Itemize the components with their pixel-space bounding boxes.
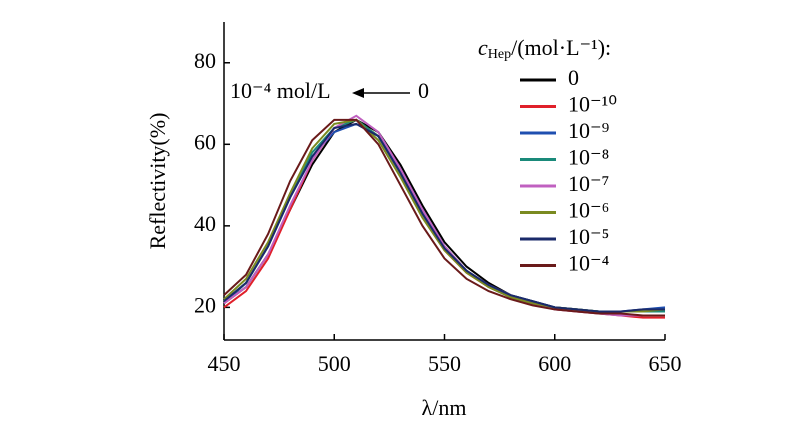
- legend-label: 10⁻⁴: [568, 251, 610, 276]
- legend-label: 10⁻⁸: [568, 145, 609, 170]
- legend-title-subscript: Hep: [488, 47, 511, 62]
- x-tick-label: 450: [208, 351, 241, 376]
- legend-label: 10⁻⁹: [568, 118, 610, 143]
- legend-label: 0: [568, 65, 579, 90]
- legend-label: 10⁻¹⁰: [568, 92, 617, 117]
- y-tick-label: 20: [194, 292, 216, 317]
- legend-title: cHep/(mol·L⁻¹):: [478, 35, 611, 62]
- annotation-arrowhead: [352, 88, 364, 98]
- x-axis-label: λ/nm: [422, 395, 467, 420]
- legend-title-symbol: c: [478, 35, 488, 60]
- annotation-right: 0: [418, 78, 429, 103]
- y-tick-label: 80: [194, 48, 216, 73]
- x-tick-label: 600: [538, 351, 571, 376]
- x-tick-label: 550: [428, 351, 461, 376]
- annotation-left: 10⁻⁴ mol/L: [230, 78, 331, 103]
- series-line: [223, 118, 665, 317]
- legend-label: 10⁻⁵: [568, 224, 609, 249]
- x-tick-label: 500: [318, 351, 351, 376]
- legend-label: 10⁻⁷: [568, 171, 609, 196]
- legend-title-unit: /(mol·L⁻¹):: [511, 35, 611, 60]
- y-axis-label: Reflectivity(%): [145, 113, 170, 250]
- x-tick-label: 650: [649, 351, 682, 376]
- y-tick-label: 60: [194, 129, 216, 154]
- series-line: [223, 122, 665, 313]
- legend-label: 10⁻⁶: [568, 198, 609, 223]
- y-tick-label: 40: [194, 211, 216, 236]
